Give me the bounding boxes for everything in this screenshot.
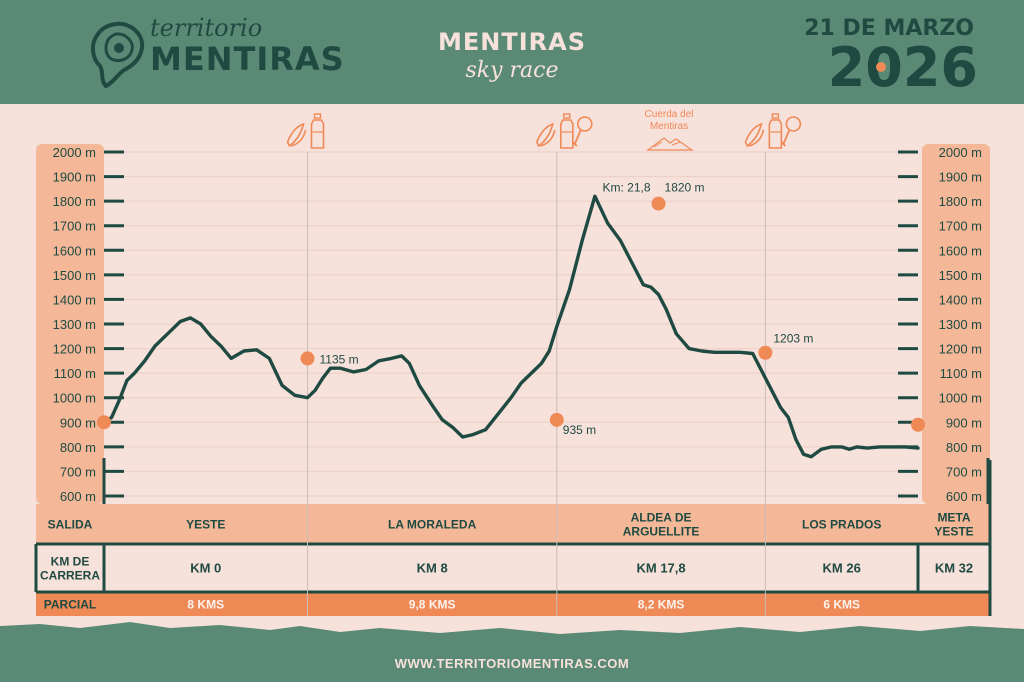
row-label-salida: SALIDA	[48, 517, 93, 531]
website-url: WWW.TERRITORIOMENTIRAS.COM	[394, 656, 630, 671]
bottom-hills	[0, 622, 1024, 682]
elevation-label: 935 m	[563, 423, 596, 437]
y-tick-label-left: 1600 m	[53, 243, 96, 258]
meta-label: YESTE	[934, 524, 973, 538]
aid-station-group	[535, 113, 593, 149]
y-tick-label-left: 1700 m	[53, 219, 96, 234]
y-axis-tick-labels: 600 m 600 m 700 m 700 m 800 m 800 m 900 m 900 m…	[53, 145, 982, 504]
section-lines	[307, 152, 766, 504]
elevation-label: 1135 m	[320, 352, 359, 366]
segment-place: LA MORALEDA	[388, 517, 477, 531]
banana-icon	[535, 122, 556, 148]
end-km: KM 32	[935, 561, 973, 576]
elevation-label: 1820 m	[665, 181, 705, 195]
banana-icon	[286, 122, 307, 148]
waypoint-marker	[758, 345, 773, 360]
markers: 1135 m 935 m 1820 m Km: 21,8 1203 m	[97, 181, 925, 437]
peak-label-line1: Cuerda del	[645, 109, 694, 120]
y-axis-ticks	[102, 150, 990, 504]
race-title: MENTIRAS	[437, 28, 586, 56]
y-tick-label-right: 1400 m	[939, 292, 982, 307]
y-tick-label-left: 1300 m	[53, 317, 96, 332]
y-tick-label-left: 900 m	[60, 415, 96, 430]
y-tick-label-right: 1600 m	[939, 243, 982, 258]
y-tick-label-left: 1500 m	[53, 268, 96, 283]
aid-station-group	[744, 113, 802, 149]
race-subtitle: sky race	[465, 58, 559, 83]
y-tick-label-left: 1400 m	[53, 292, 96, 307]
y-tick-label-left: 1000 m	[53, 391, 96, 406]
elevation-label: 1203 m	[773, 332, 813, 346]
y-tick-label-right: 1200 m	[939, 342, 982, 357]
y-tick-label-right: 1300 m	[939, 317, 982, 332]
bottle-icon	[310, 113, 325, 149]
y-tick-label-left: 800 m	[60, 440, 96, 455]
y-tick-label-left: 1200 m	[53, 342, 96, 357]
race-date: 21 DE MARZO	[804, 16, 974, 41]
y-tick-label-left: 600 m	[60, 489, 96, 504]
waypoint-marker	[97, 415, 111, 430]
y-tick-label-right: 1500 m	[939, 268, 982, 283]
meta-label: META	[937, 510, 970, 524]
y-tick-label-right: 1100 m	[940, 366, 982, 381]
segment-km: KM 17,8	[637, 561, 686, 576]
left-axis-column	[36, 144, 104, 504]
banana-icon	[744, 122, 765, 148]
race-year: 2026	[827, 36, 978, 99]
gridlines	[104, 151, 918, 497]
drumstick-icon	[780, 116, 802, 147]
segment-place: LOS PRADOS	[802, 517, 881, 531]
segment-place: ARGUELLITE	[623, 524, 700, 538]
segment-parcial: 9,8 KMS	[409, 597, 456, 611]
table-row-places	[36, 504, 990, 544]
y-tick-label-right: 1700 m	[939, 219, 982, 234]
y-tick-label-left: 1800 m	[53, 194, 96, 209]
segment-parcial: 8,2 KMS	[638, 597, 685, 611]
y-tick-label-right: 800 m	[946, 440, 982, 455]
waypoint-marker	[549, 412, 564, 427]
segment-place: YESTE	[186, 517, 225, 531]
km-label: Km: 21,8	[603, 181, 651, 195]
aid-stations	[286, 113, 802, 149]
header-band: territorio MENTIRAS MENTIRAS sky race 21…	[0, 0, 1024, 104]
drumstick-icon	[572, 116, 593, 147]
y-tick-label-right: 1800 m	[939, 194, 982, 209]
y-tick-label-right: 700 m	[946, 464, 982, 479]
row-label-km: CARRERA	[40, 568, 100, 582]
y-tick-label-right: 1900 m	[939, 170, 982, 185]
y-tick-label-right: 600 m	[946, 489, 982, 504]
logo-icon	[91, 21, 145, 89]
mountain-icon	[646, 137, 694, 151]
y-tick-label-left: 1100 m	[54, 366, 96, 381]
y-tick-label-left: 1900 m	[53, 170, 96, 185]
peak-label-line2: Mentiras	[650, 121, 688, 132]
year-accent-dot	[876, 62, 886, 72]
waypoint-marker	[300, 351, 315, 366]
y-tick-label-right: 2000 m	[939, 145, 982, 160]
y-tick-label-right: 1000 m	[939, 391, 982, 406]
segment-km: KM 26	[823, 561, 861, 576]
segment-place: ALDEA DE	[631, 510, 692, 524]
brand-small-text: territorio	[150, 14, 263, 42]
y-tick-label-left: 2000 m	[53, 145, 96, 160]
right-axis-column	[922, 144, 990, 504]
row-label-km: KM DE	[51, 554, 90, 568]
segment-km: KM 8	[417, 561, 448, 576]
segment-parcial: 8 KMS	[187, 597, 224, 611]
waypoint-marker	[651, 196, 666, 211]
row-label-parcial: PARCIAL	[44, 597, 96, 611]
brand-big-text: MENTIRAS	[150, 40, 345, 78]
waypoint-marker	[911, 417, 925, 432]
elevation-profile-line	[102, 194, 920, 459]
segment-km: KM 0	[190, 561, 221, 576]
bottle-icon	[559, 113, 574, 149]
segment-parcial: 6 KMS	[823, 597, 860, 611]
table-row-parcial	[36, 592, 990, 616]
bottle-icon	[768, 113, 783, 149]
aid-station-group	[286, 113, 325, 149]
y-tick-label-right: 900 m	[946, 415, 982, 430]
y-tick-label-left: 700 m	[60, 464, 96, 479]
